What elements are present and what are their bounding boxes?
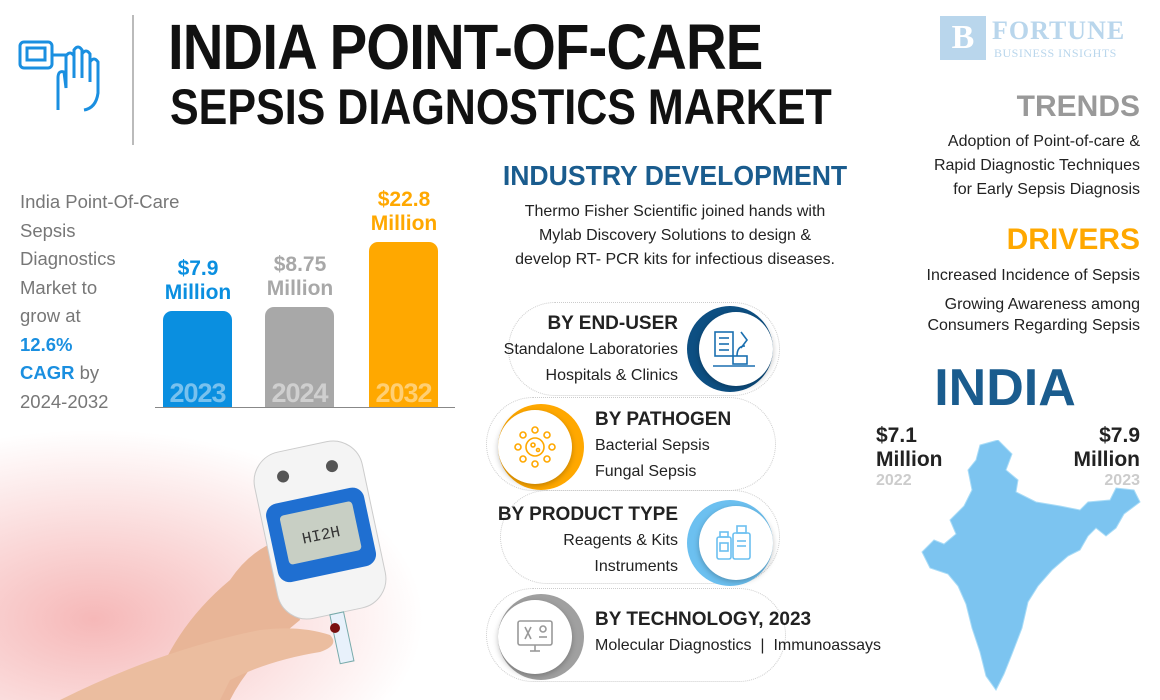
bar-value-label: $7.9 Million: [143, 257, 253, 305]
separator: |: [760, 637, 765, 654]
segment-item: Hospitals & Clinics: [545, 367, 678, 384]
india-2023-value: $7.9 Million 2023: [1074, 424, 1141, 490]
logo-line1: FORTUNE: [992, 16, 1126, 45]
value: $7.9: [1099, 424, 1140, 447]
drivers-heading: DRIVERS: [1006, 223, 1140, 256]
unit: Million: [876, 448, 943, 471]
cagr-value: 12.6%: [20, 333, 73, 355]
summary-line: grow at: [20, 305, 81, 326]
page-title-line2: SEPSIS DIAGNOSTICS MARKET: [170, 79, 832, 135]
industry-line: develop RT- PCR kits for infectious dise…: [515, 251, 835, 268]
trend-line: for Early Sepsis Diagnosis: [953, 181, 1140, 198]
india-heading: INDIA: [934, 359, 1076, 417]
driver-item: Increased Incidence of Sepsis: [926, 267, 1140, 284]
bar-year-label: 2032: [375, 378, 432, 408]
glucometer-hand-image: HI2H: [0, 430, 470, 700]
industry-development-text: Thermo Fisher Scientific joined hands wi…: [480, 200, 870, 272]
industry-line: Thermo Fisher Scientific joined hands wi…: [524, 203, 826, 220]
summary-line: Market to: [20, 276, 98, 298]
segment-end-user: [508, 302, 780, 396]
market-size-bar-chart: 2023 $7.9 Million 2024 $8.75 Million 2032 $22.8…: [155, 150, 455, 408]
bar-2032: [369, 242, 438, 407]
trends-heading: TRENDS: [1016, 90, 1140, 123]
india-2022-value: $7.1 Million 2022: [876, 424, 943, 490]
value: $8.75: [273, 252, 327, 276]
unit: Million: [164, 280, 232, 304]
monitor-dna-icon: [498, 594, 584, 680]
trend-line: Adoption of Point-of-care &: [947, 133, 1140, 150]
header-divider: [132, 15, 134, 145]
segment-item: Immunoassays: [773, 637, 882, 654]
industry-development-heading: INDUSTRY DEVELOPMENT: [502, 160, 848, 191]
unit: Million: [370, 212, 438, 236]
segment-heading: BY END-USER: [547, 313, 678, 334]
cagr-label: CAGR: [20, 362, 75, 383]
driver-line: Consumers Regarding Sepsis: [927, 317, 1140, 334]
summary-line: Diagnostics: [20, 248, 116, 269]
summary-line: India Point-Of-Care: [20, 191, 180, 212]
summary-line: Sepsis: [20, 219, 76, 241]
bar-2024: [265, 306, 334, 407]
segment-item: Reagents & Kits: [563, 532, 678, 549]
unit: Million: [1073, 448, 1141, 471]
hand-device-icon: [18, 38, 103, 118]
value: $7.1: [876, 424, 917, 447]
segment-product-type: [500, 490, 780, 584]
segment-heading: BY TECHNOLOGY, 2023: [595, 609, 812, 630]
segment-pathogen-text: BY PATHOGEN Bacterial Sepsis Fungal Seps…: [595, 409, 731, 485]
virus-icon: [498, 404, 584, 490]
segment-item: Standalone Laboratories: [503, 341, 678, 358]
segment-technology-text: BY TECHNOLOGY, 2023 Molecular Diagnostic…: [595, 609, 881, 659]
trend-line: Rapid Diagnostic Techniques: [933, 157, 1140, 174]
india-map: [920, 439, 1155, 700]
logo-mark: B: [940, 16, 986, 60]
lab-microscope-icon: [687, 306, 773, 392]
bar-value-label: $8.75 Million: [245, 253, 355, 301]
segment-end-user-text: BY END-USER Standalone Laboratories Hosp…: [504, 313, 678, 389]
segment-item: Fungal Sepsis: [595, 463, 697, 480]
market-summary: India Point-Of-Care Sepsis Diagnostics M…: [20, 188, 180, 416]
trends-text: Adoption of Point-of-care & Rapid Diagno…: [934, 130, 1140, 202]
segment-product-type-text: BY PRODUCT TYPE Reagents & Kits Instrume…: [498, 504, 678, 580]
segment-item: Bacterial Sepsis: [595, 437, 710, 454]
summary-by: by: [74, 362, 100, 383]
logo-line2: BUSINESS INSIGHTS: [994, 46, 1117, 60]
driver-item: Growing Awareness among Consumers Regard…: [927, 294, 1140, 336]
value: $7.9: [177, 256, 219, 280]
segment-technology: [486, 588, 786, 682]
bar-year-label: 2023: [169, 378, 226, 408]
page-title-line1: INDIA POINT-OF-CARE: [168, 11, 763, 83]
segment-item: Instruments: [594, 558, 678, 575]
segment-heading: BY PRODUCT TYPE: [497, 504, 678, 525]
cagr-period: 2024-2032: [20, 390, 109, 412]
segment-heading: BY PATHOGEN: [595, 409, 732, 430]
bar-value-label: $22.8 Million: [349, 188, 459, 236]
unit: Million: [266, 276, 334, 300]
bar-year-label: 2024: [271, 378, 328, 408]
fortune-business-insights-logo: B FORTUNE BUSINESS INSIGHTS: [940, 16, 1140, 62]
driver-line: Growing Awareness among: [944, 296, 1140, 313]
year: 2022: [876, 472, 912, 489]
segment-item: Molecular Diagnostics: [595, 637, 752, 654]
bottles-icon: [687, 500, 773, 586]
value: $22.8: [377, 188, 431, 212]
industry-line: Mylab Discovery Solutions to design &: [538, 227, 812, 244]
year: 2023: [1104, 472, 1140, 489]
bar-2023: [163, 310, 232, 407]
